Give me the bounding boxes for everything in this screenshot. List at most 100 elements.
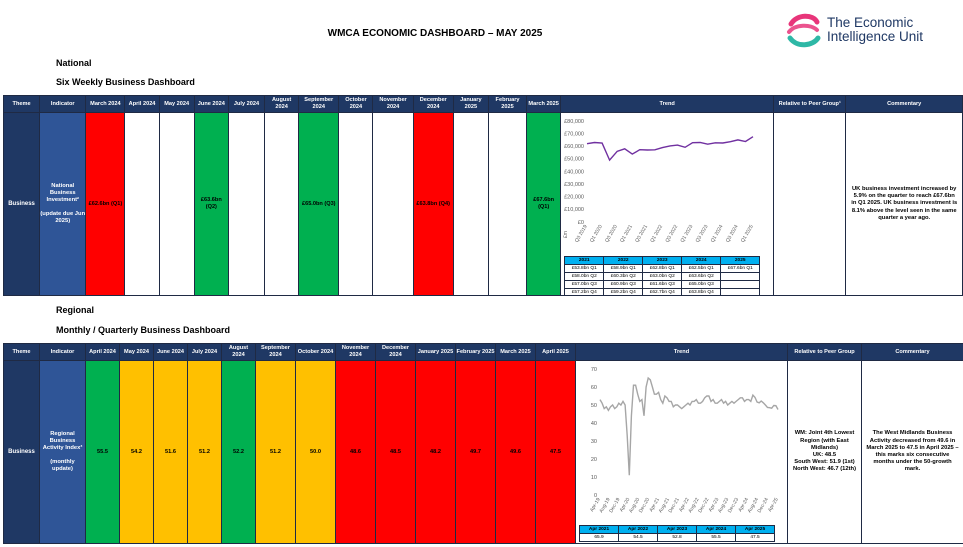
relative-cell: WM: Joint 4th Lowest Region (with East M… <box>787 360 862 544</box>
header-trend: Trend <box>575 343 788 361</box>
value-cell <box>227 112 266 296</box>
national-y-tick-label: £60,000 <box>564 144 584 150</box>
national-x-tick-label: Q3 2019 <box>574 224 589 244</box>
regional-mini-table: Apr 2021 Apr 2022 Apr 2023 Apr 2024 Apr 2025… <box>579 525 775 542</box>
commentary-cell: UK business investment increased by 5.9%… <box>845 112 963 296</box>
mini-table-cell: £60.9bn Q3 <box>603 280 644 289</box>
header-month: February 2025 <box>455 343 496 361</box>
mini-table-header: Apr 2024 <box>696 525 736 534</box>
value-cell <box>158 112 195 296</box>
header-month: September 2024 <box>298 95 340 113</box>
national-trend-cell: £0 £10,000 £20,000 £30,000 £40,000 £50,000 £60… <box>560 112 775 296</box>
header-month: November 2024 <box>372 95 414 113</box>
mini-table-cell: £67.6bn Q1 <box>720 264 761 273</box>
mini-table-row: £58.0bn Q2 £60.3bn Q2 £63.0bn Q2 £63.6bn Q2 <box>564 272 761 281</box>
mini-table-row: 65.9 54.5 52.8 55.5 47.5 <box>579 533 775 542</box>
mini-table-cell: £57.0bn Q3 <box>564 280 605 289</box>
header-relative: Relative to Peer Group¹ <box>773 95 847 113</box>
mini-table-row: £53.8bn Q1 £58.9bn Q1 £62.8bn Q1 £62.5bn Q1… <box>564 264 761 273</box>
mini-table-cell: £63.6bn Q2 <box>681 272 722 281</box>
value-cell: 47.5 <box>535 360 576 544</box>
mini-table-cell <box>720 288 761 295</box>
indicator-cell: National Business Investment² (update du… <box>39 112 87 296</box>
header-indicator: Indicator <box>39 343 86 361</box>
header-month: August 2024 <box>221 343 256 361</box>
mini-table-header: 2021 <box>564 256 605 265</box>
header-month: December 2024 <box>412 95 454 113</box>
value-cell: 51.6 <box>153 360 188 544</box>
mini-table-cell: £63.0bn Q2 <box>642 272 683 281</box>
regional-subheading: Monthly / Quarterly Business Dashboard <box>56 325 231 335</box>
header-commentary: Commentary <box>861 343 963 361</box>
national-y-tick-label: £20,000 <box>564 195 584 201</box>
regional-y-tick-label: 0 <box>594 493 597 499</box>
regional-series-line <box>599 376 779 476</box>
header-month: May 2024 <box>119 343 154 361</box>
header-month: February 2025 <box>487 95 528 113</box>
national-y-tick-label: £70,000 <box>564 131 584 137</box>
value-cell: 49.7 <box>455 360 496 544</box>
regional-y-tick-label: 70 <box>591 367 597 373</box>
national-x-tick-label: Q1 2020 <box>589 224 604 244</box>
value-cell: £67.6bn (Q1) <box>526 112 562 296</box>
value-cell: £62.6bn (Q1) <box>85 112 126 296</box>
regional-y-tick-label: 30 <box>591 439 597 445</box>
national-dashboard-table: Theme Indicator March 2024 April 2024 Ma… <box>2 95 963 296</box>
value-cell <box>372 112 414 296</box>
mini-table-cell: 65.9 <box>579 533 619 542</box>
header-month: January 2025 <box>452 95 489 113</box>
national-x-tick-label: Q3 2020 <box>604 224 619 244</box>
header-month: March 2025 <box>495 343 536 361</box>
regional-dashboard-table: Theme Indicator April 2024 May 2024 June… <box>3 343 963 544</box>
header-commentary: Commentary <box>845 95 963 113</box>
regional-x-tick-label: Apr-25 <box>767 497 780 513</box>
national-trend-chart: £0 £10,000 £20,000 £30,000 £40,000 £50,000 £60… <box>563 119 755 244</box>
value-cell: 48.6 <box>335 360 376 544</box>
mini-table-cell: 52.8 <box>657 533 697 542</box>
national-heading: National <box>56 58 92 68</box>
national-series-line <box>587 136 754 162</box>
header-month: July 2024 <box>227 95 266 113</box>
mini-table-cell: 47.5 <box>735 533 775 542</box>
value-cell <box>452 112 489 296</box>
mini-table-header: Apr 2023 <box>657 525 697 534</box>
mini-table-row: £57.2bn Q4 £59.2bn Q4 £62.7bn Q4 £63.8bn Q4 <box>564 288 761 295</box>
national-y-tick-label: £80,000 <box>564 119 584 125</box>
value-cell: 48.5 <box>375 360 416 544</box>
mini-table-cell <box>720 272 761 281</box>
mini-table-cell: £62.7bn Q4 <box>642 288 683 295</box>
header-month: March 2024 <box>85 95 126 113</box>
value-cell: 54.2 <box>119 360 154 544</box>
header-theme: Theme <box>3 343 40 361</box>
header-relative: Relative to Peer Group <box>787 343 862 361</box>
theme-cell: Business <box>2 112 41 296</box>
national-y-axis-label: £m <box>563 231 569 238</box>
mini-table-cell: £57.2bn Q4 <box>564 288 605 295</box>
header-month: June 2024 <box>153 343 188 361</box>
mini-table-cell: £61.6bn Q3 <box>642 280 683 289</box>
header-month: August 2024 <box>264 95 300 113</box>
mini-table-cell: £60.3bn Q2 <box>603 272 644 281</box>
logo-line-1: The Economic <box>827 15 914 30</box>
mini-table-cell: 54.5 <box>618 533 658 542</box>
value-cell: 55.5 <box>85 360 120 544</box>
national-x-tick-label: Q1 2024 <box>710 224 725 244</box>
regional-trend-cell: 0 10 20 30 40 50 60 70 Apr-19 Aug-19 Dec-19 Apr-20 A… <box>575 360 788 544</box>
mini-table-cell: £59.2bn Q4 <box>603 288 644 295</box>
national-x-tick-label: Q1 2022 <box>650 224 665 244</box>
theme-cell: Business <box>3 360 40 544</box>
logo: The Economic Intelligence Unit <box>785 12 960 48</box>
value-cell: 51.2 <box>187 360 222 544</box>
national-x-tick-label: Q3 2021 <box>635 224 650 244</box>
national-x-tick-label: Q3 2024 <box>725 224 740 244</box>
header-month: April 2025 <box>535 343 576 361</box>
mini-table-header: Apr 2022 <box>618 525 658 534</box>
mini-table-header: 2022 <box>603 256 644 265</box>
logo-line-2: Intelligence Unit <box>827 29 924 44</box>
value-cell: 52.2 <box>221 360 256 544</box>
value-cell <box>124 112 160 296</box>
value-cell: £65.0bn (Q3) <box>298 112 340 296</box>
mini-table-cell: 55.5 <box>696 533 736 542</box>
national-y-tick-label: £10,000 <box>564 207 584 213</box>
value-cell: 48.2 <box>415 360 456 544</box>
